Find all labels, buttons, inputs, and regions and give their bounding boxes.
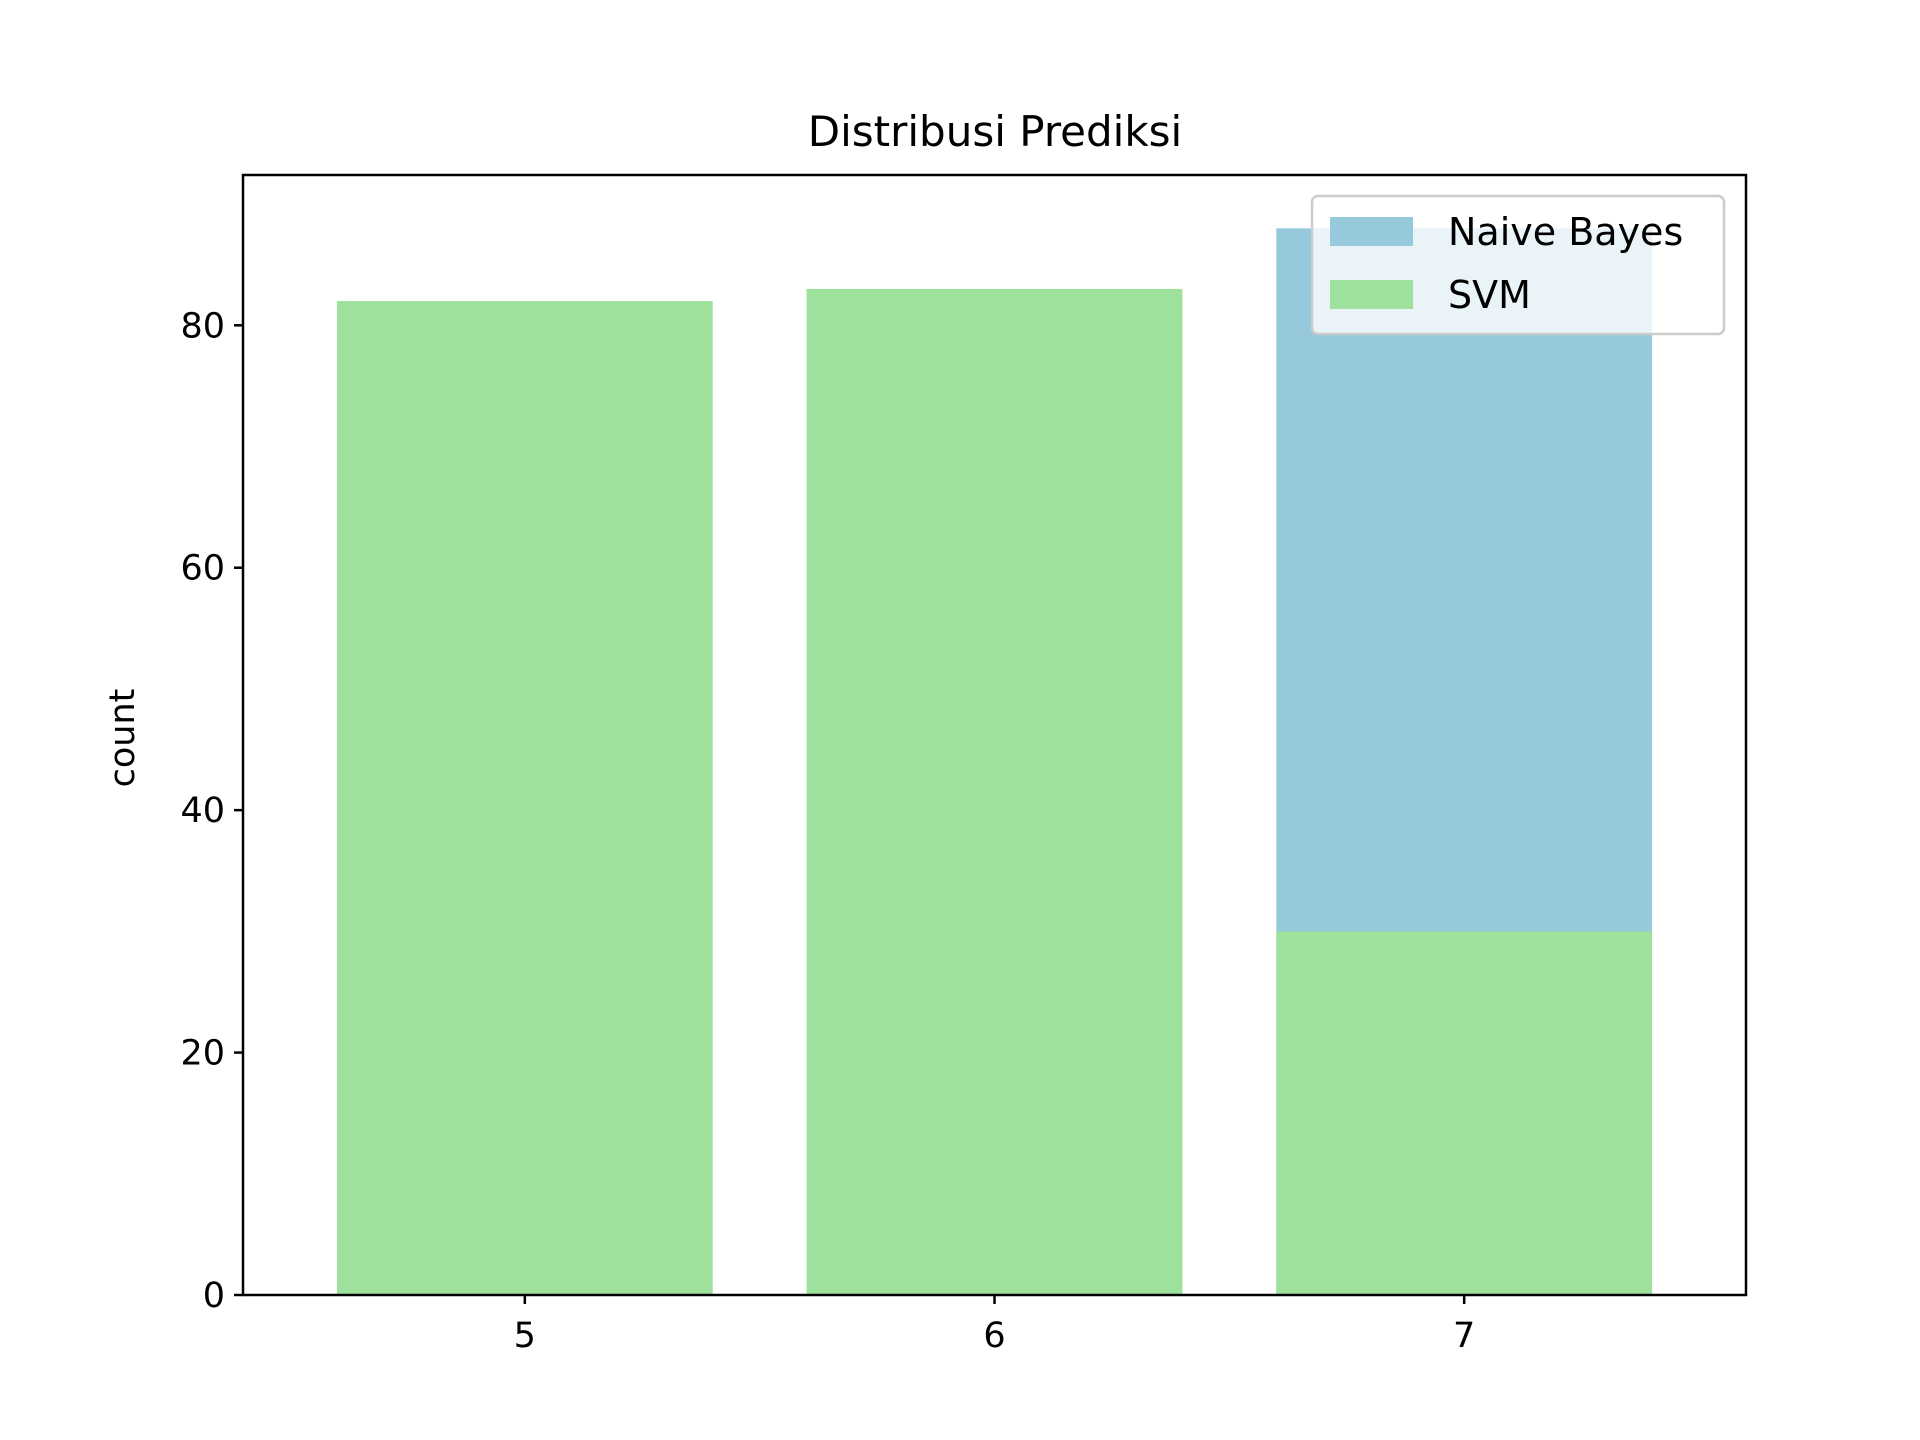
y-axis-label: count bbox=[103, 689, 143, 788]
bar-svm-6 bbox=[806, 288, 1183, 1295]
y-tick-label-20: 20 bbox=[180, 1034, 225, 1074]
x-tick-label-6: 6 bbox=[983, 1316, 1005, 1356]
y-tick-label-40: 40 bbox=[180, 791, 225, 831]
x-tick-label-5: 5 bbox=[514, 1316, 536, 1356]
legend-label-svm: SVM bbox=[1448, 273, 1531, 317]
x-tick-label-7: 7 bbox=[1453, 1316, 1475, 1356]
bars bbox=[336, 228, 1653, 1295]
chart-title: Distribusi Prediksi bbox=[808, 107, 1182, 156]
legend-swatch-naive-bayes bbox=[1330, 217, 1413, 246]
legend-box bbox=[1310, 194, 1726, 336]
legend-label-naive-bayes: Naive Bayes bbox=[1448, 210, 1683, 254]
y-axis: 0 20 40 60 80 bbox=[180, 306, 243, 1316]
x-axis: 5 6 7 bbox=[514, 1295, 1475, 1356]
legend: Naive Bayes SVM bbox=[1310, 194, 1726, 336]
y-tick-label-60: 60 bbox=[180, 549, 225, 589]
y-tick-label-0: 0 bbox=[203, 1276, 225, 1316]
bar-svm-5 bbox=[336, 301, 713, 1295]
legend-swatch-svm bbox=[1330, 280, 1413, 309]
y-tick-label-80: 80 bbox=[180, 306, 225, 346]
bar-svm-7 bbox=[1276, 931, 1653, 1295]
